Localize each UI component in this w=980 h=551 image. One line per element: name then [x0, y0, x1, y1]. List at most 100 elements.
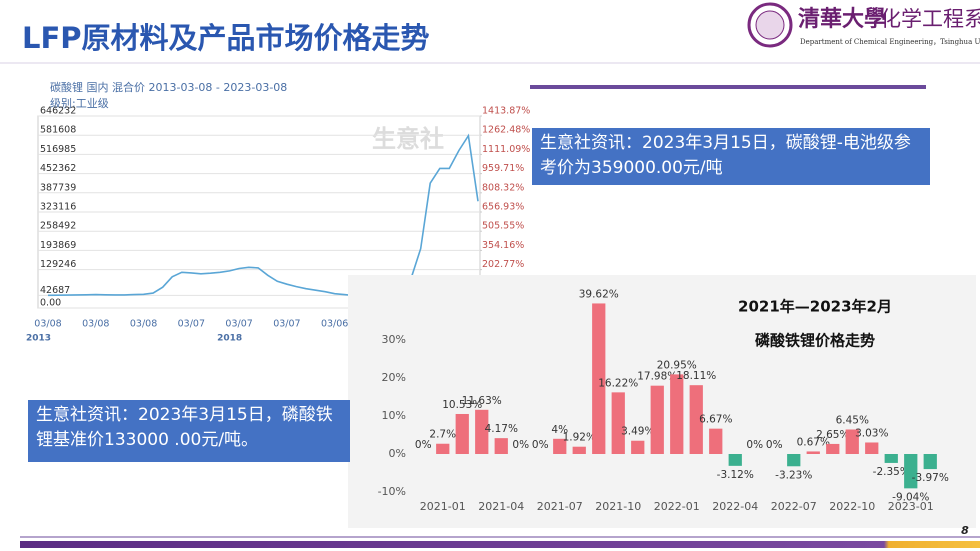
logo-dept: 化学工程系	[880, 7, 980, 31]
value-label: 10.53%	[442, 399, 482, 411]
y-tick-label: 387739	[40, 182, 76, 193]
value-label: 17.98%	[637, 371, 677, 383]
bar	[650, 385, 664, 454]
x-tick-label: 2022-04	[712, 500, 758, 513]
value-label: 39.62%	[579, 288, 619, 300]
bar	[592, 303, 606, 454]
logo-english: Department of Chemical Engineering，Tsing…	[800, 38, 980, 46]
bar	[572, 446, 586, 454]
y2-tick-label: 1262.48%	[482, 125, 530, 136]
y-tick-label: 129246	[40, 259, 76, 270]
y-tick-label: 0.00	[40, 298, 61, 309]
bar	[806, 451, 820, 454]
bar	[904, 454, 918, 489]
bar	[709, 428, 723, 454]
y2-tick-label: 1111.09%	[482, 144, 530, 155]
value-label: 16.22%	[598, 377, 638, 389]
accent-bar	[530, 85, 926, 89]
bar	[494, 438, 508, 454]
y-tick-label: 42687	[40, 285, 70, 296]
bar	[865, 442, 879, 454]
value-label: 6.45%	[836, 414, 869, 426]
watermark: 生意社	[372, 125, 444, 153]
logo-seal-inner	[755, 10, 785, 40]
value-label: 0.67%	[797, 436, 830, 448]
x-tick-label: 2022-07	[771, 500, 817, 513]
value-label: 2.65%	[816, 429, 849, 441]
value-label: -3.23%	[775, 469, 812, 481]
value-label: 0%	[746, 439, 763, 451]
logo-seal	[747, 2, 793, 48]
y-tick-label: 30%	[382, 333, 406, 346]
chart-subtitle: 级别:工业级	[50, 97, 109, 110]
y2-tick-label: 656.93%	[482, 202, 524, 213]
x-tick-label: 2023-01	[888, 500, 934, 513]
price-chart-lfp: 2021年—2023年2月磷酸铁锂价格走势-10%0%10%20%30%0%2.…	[348, 275, 976, 528]
x-tick-label: 2021-04	[478, 500, 524, 513]
bar	[455, 413, 469, 454]
x-tick-label: 2022-10	[829, 500, 875, 513]
value-label: -9.04%	[892, 491, 929, 503]
x-tick-label: 2021-07	[537, 500, 583, 513]
value-label: 18.11%	[676, 370, 716, 382]
bar	[884, 454, 898, 463]
x-tick-label: 03/07	[178, 319, 205, 330]
bar	[923, 454, 937, 470]
y-tick-label: 10%	[382, 409, 406, 422]
value-label: 0%	[532, 439, 549, 451]
y-tick-label: 20%	[382, 371, 406, 384]
value-label: 20.95%	[657, 359, 697, 371]
x-tick-label: 2022-01	[654, 500, 700, 513]
note-box: 生意社资讯：2023年3月15日，磷酸铁锂基准价133000 .00元/吨。	[28, 400, 350, 462]
bar	[436, 443, 450, 454]
y2-tick-label: 354.16%	[482, 240, 524, 251]
y-tick-label: 581608	[40, 125, 76, 136]
chart-title: 碳酸锂 国内 混合价 2013-03-08 - 2023-03-08	[50, 80, 287, 94]
value-label: 1.92%	[563, 432, 596, 444]
y-tick-label: -10%	[378, 485, 406, 498]
slide-title: LFP原材料及产品市场价格走势	[22, 21, 430, 55]
value-label: 11.63%	[462, 395, 502, 407]
bar	[611, 392, 625, 454]
y-tick-label: 193869	[40, 240, 76, 251]
x-tick-label: 03/07	[273, 319, 300, 330]
x-tick-label: 03/08	[34, 319, 61, 330]
x-tick-label: 03/08	[130, 319, 157, 330]
value-label: -3.97%	[912, 472, 949, 484]
bar	[553, 438, 567, 454]
bar	[670, 374, 684, 454]
y2-tick-label: 505.55%	[482, 221, 524, 232]
value-label: 0%	[766, 439, 783, 451]
bar	[845, 429, 859, 454]
y-tick-label: 323116	[40, 202, 76, 213]
y-tick-label: 0%	[389, 447, 406, 460]
value-label: 3.49%	[621, 426, 654, 438]
bar	[826, 443, 840, 454]
bar	[787, 454, 801, 467]
y-tick-label: 258492	[40, 221, 76, 232]
bar	[475, 409, 489, 454]
y-tick-label: 452362	[40, 163, 76, 174]
x-tick-label: 2021-01	[420, 500, 466, 513]
value-label: -3.12%	[717, 469, 754, 481]
logo-name: 清華大學	[798, 6, 886, 32]
y2-tick-label: 202.77%	[482, 259, 524, 270]
value-label: 0%	[512, 439, 529, 451]
x-tick-label: 03/08	[82, 319, 109, 330]
value-label: 2.7%	[429, 429, 456, 441]
bar	[689, 385, 703, 454]
x-year-label: 2013	[26, 334, 51, 344]
bar	[631, 440, 645, 454]
y-tick-label: 646232	[40, 106, 76, 117]
value-label: 0%	[415, 439, 432, 451]
chart-title: 2021年—2023年2月	[738, 298, 892, 316]
x-year-label: 2018	[217, 334, 242, 344]
value-label: 6.67%	[699, 414, 732, 426]
chart-subtitle: 磷酸铁锂价格走势	[755, 332, 875, 350]
bar	[728, 454, 742, 466]
value-label: 4%	[551, 424, 568, 436]
y2-tick-label: 808.32%	[482, 182, 524, 193]
x-tick-label: 2021-10	[595, 500, 641, 513]
